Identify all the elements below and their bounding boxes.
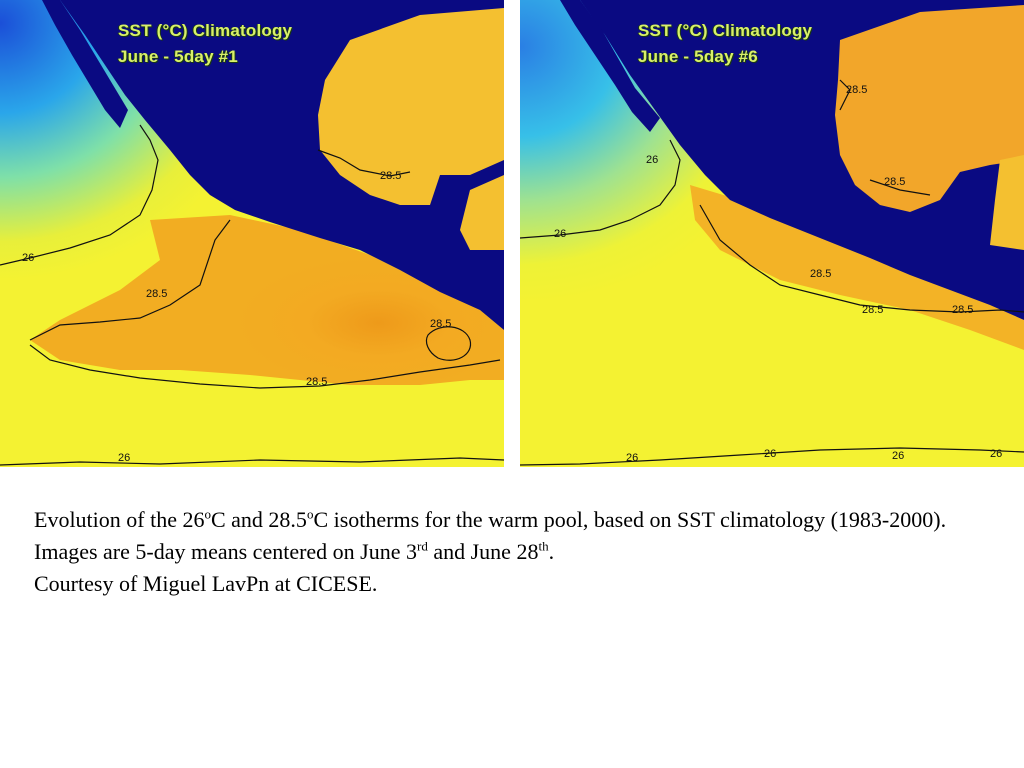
map-title-line2: June - 5day #6 bbox=[638, 47, 758, 66]
isotherm-label: 28.5 bbox=[380, 170, 402, 182]
sst-map-image bbox=[520, 0, 1024, 467]
gulf-of-mexico bbox=[318, 8, 504, 205]
isotherm-contours bbox=[520, 79, 1024, 466]
sst-map-image bbox=[0, 0, 504, 467]
map-title-line2: June - 5day #1 bbox=[118, 47, 238, 66]
isotherm-label: 28.5 bbox=[430, 318, 452, 330]
baja-california bbox=[560, 0, 660, 132]
isotherm-label: 26 bbox=[118, 452, 131, 464]
caption-text: C isotherms for the warm pool, based on … bbox=[34, 507, 947, 564]
map-title-line1: SST (°C) Climatology bbox=[118, 21, 293, 40]
isotherm-contours bbox=[0, 124, 504, 466]
caribbean bbox=[990, 155, 1024, 250]
isotherm-label: 26 bbox=[892, 450, 905, 462]
caribbean bbox=[460, 175, 504, 250]
isotherm-label: 26 bbox=[626, 452, 639, 464]
isotherm-label: 26 bbox=[990, 448, 1003, 460]
gulf-of-mexico bbox=[835, 5, 1024, 212]
isotherm-label: 26 bbox=[646, 154, 659, 166]
caption-superscript: o bbox=[306, 506, 314, 522]
caption-superscript: th bbox=[538, 538, 549, 554]
isotherm-label: 28.5 bbox=[146, 288, 168, 300]
isotherm-label: 26 bbox=[764, 448, 777, 460]
map-title: SST (°C) Climatology June - 5day #1 bbox=[118, 18, 292, 70]
isotherm-label: 26 bbox=[22, 252, 35, 264]
caption-superscript: rd bbox=[417, 538, 428, 554]
sst-map-june-5day-6: SST (°C) Climatology June - 5day #6 28.5… bbox=[520, 0, 1024, 467]
warm-band bbox=[690, 185, 1024, 350]
caption-text: C and 28.5 bbox=[210, 507, 307, 532]
sst-map-june-5day-1: SST (°C) Climatology June - 5day #1 26 2… bbox=[0, 0, 504, 467]
caption-superscript: o bbox=[204, 506, 211, 522]
caption-credit: Courtesy of Miguel LavPn at CICESE. bbox=[34, 571, 378, 596]
caption-text: and June 28 bbox=[427, 539, 539, 564]
isotherm-label: 28.5 bbox=[810, 268, 832, 280]
isotherm-label: 26 bbox=[554, 228, 567, 240]
caption-text: Evolution of the 26 bbox=[34, 507, 205, 532]
isotherm-label: 28.5 bbox=[862, 304, 884, 316]
isotherm-label: 28.5 bbox=[884, 176, 906, 188]
figure-caption: Evolution of the 26oC and 28.5oC isother… bbox=[34, 504, 994, 600]
caption-text: . bbox=[548, 539, 555, 564]
isotherm-label: 28.5 bbox=[952, 304, 974, 316]
baja-california bbox=[42, 0, 128, 128]
isotherm-label: 28.5 bbox=[846, 84, 868, 96]
isotherm-label: 28.5 bbox=[306, 376, 328, 388]
map-title-line1: SST (°C) Climatology bbox=[638, 21, 813, 40]
map-title: SST (°C) Climatology June - 5day #6 bbox=[638, 18, 812, 70]
